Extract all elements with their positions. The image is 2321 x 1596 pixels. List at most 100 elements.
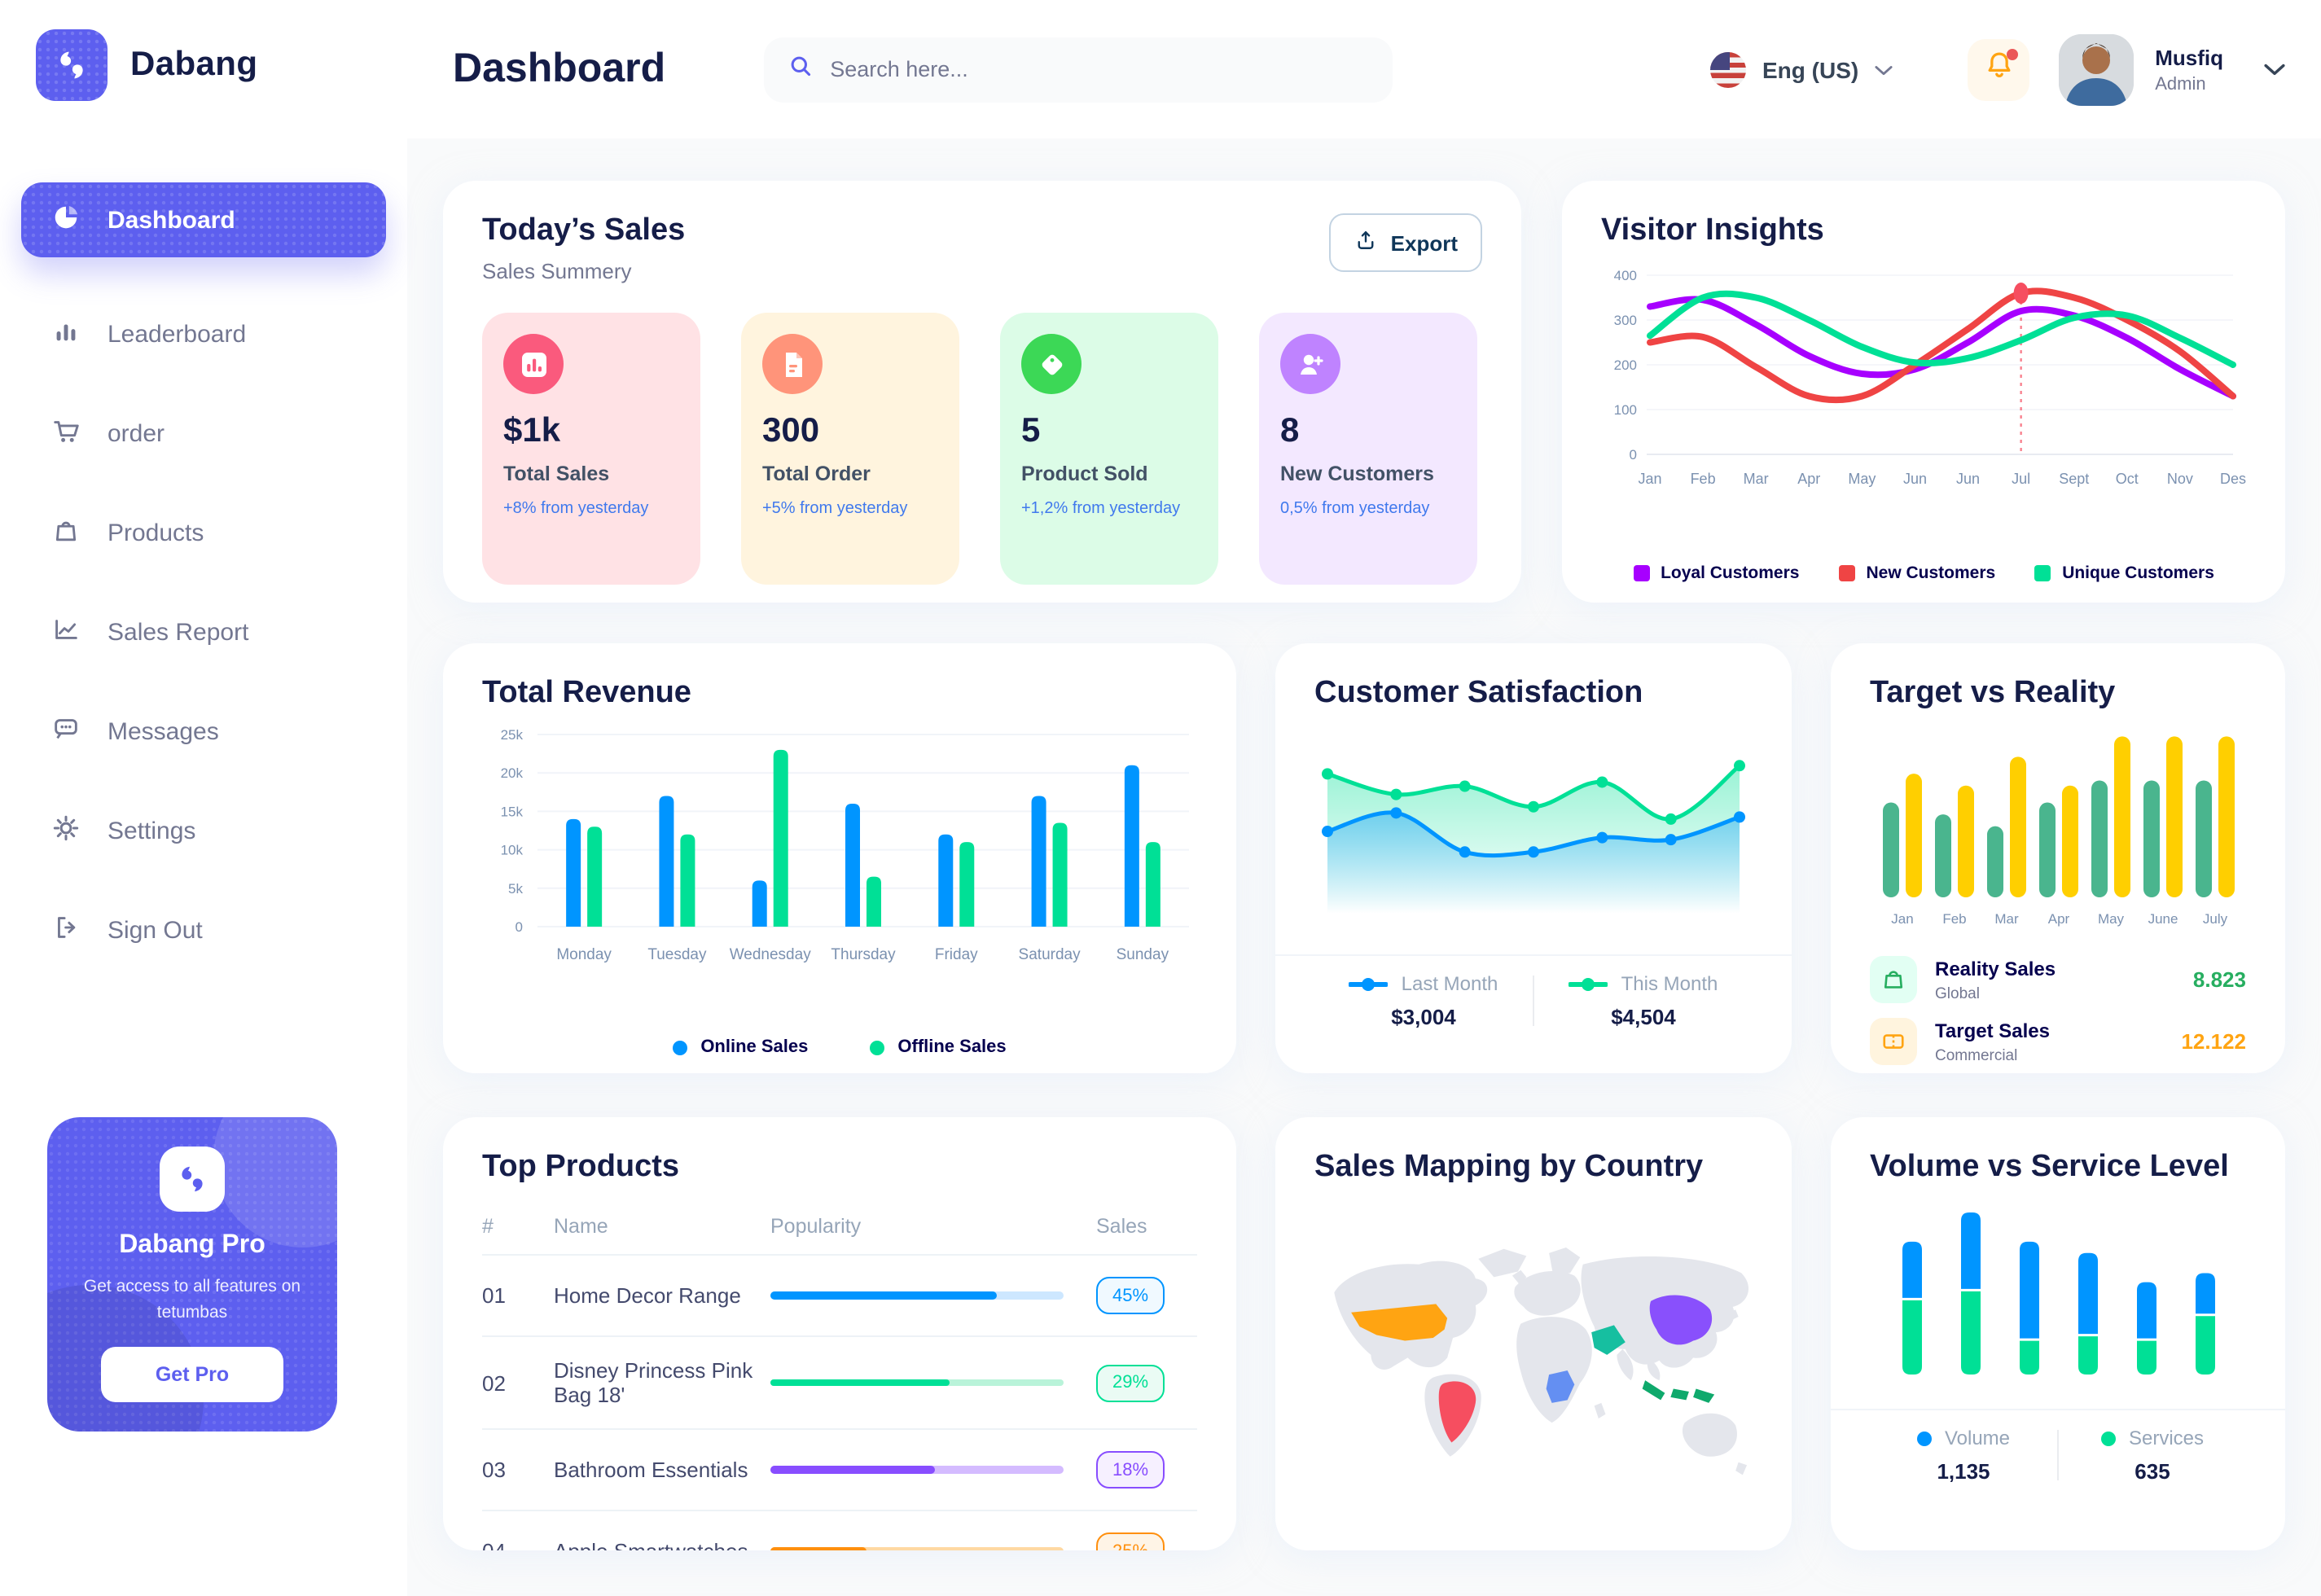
map-country-indonesia[interactable] [1693, 1388, 1715, 1403]
sales-map-title: Sales Mapping by Country [1314, 1150, 1704, 1184]
stat-label: Total Sales [503, 463, 610, 485]
svg-text:10k: 10k [501, 843, 524, 858]
table-row: 01 Home Decor Range 45% [482, 1255, 1197, 1337]
legend-item: Loyal Customers [1633, 563, 1799, 583]
brand-name: Dabang [130, 46, 258, 83]
table-row: 03 Bathroom Essentials 18% [482, 1429, 1197, 1511]
pie-chart-icon [50, 201, 81, 239]
legend-item: Volume 1,135 [1870, 1427, 2057, 1484]
svg-text:Apr: Apr [2048, 911, 2070, 927]
stat-value: $1k [503, 412, 561, 449]
get-pro-button[interactable]: Get Pro [101, 1347, 283, 1402]
customer-satisfaction-card: Customer Satisfaction Last Month $3,004 Th… [1275, 643, 1792, 1073]
chat-icon [50, 712, 81, 750]
sidebar-item-messages[interactable]: Messages [21, 699, 386, 764]
language-selector[interactable]: Eng (US) [1710, 51, 1893, 87]
product-index: 01 [482, 1255, 554, 1337]
us-flag-icon [1710, 51, 1746, 87]
column-header: Sales [1096, 1202, 1197, 1256]
product-index: 03 [482, 1429, 554, 1511]
bar-chart-icon [50, 315, 81, 353]
sidebar-item-leaderboard[interactable]: Leaderboard [21, 301, 386, 366]
export-label: Export [1390, 230, 1458, 255]
receipt-icon [762, 334, 823, 394]
total-revenue-card: Total Revenue 0 5k 10k 15k 20k 25k Monday Tuesd… [443, 643, 1236, 1073]
sales-map-card: Sales Mapping by Country [1275, 1117, 1792, 1550]
sidebar-item-dashboard[interactable]: Dashboard [21, 182, 386, 257]
sales-badge: 45% [1096, 1277, 1165, 1314]
map-country-dr-congo[interactable] [1546, 1370, 1575, 1403]
map-country-indonesia[interactable] [1642, 1380, 1665, 1401]
customer-satisfaction-legend: Last Month $3,004 This Month $4,504 [1314, 972, 1753, 1029]
svg-text:Wednesday: Wednesday [730, 946, 811, 963]
legend-item: Unique Customers [2034, 563, 2214, 583]
cart-icon [50, 414, 81, 452]
export-button[interactable]: Export [1328, 213, 1482, 272]
sidebar-item-settings[interactable]: Settings [21, 798, 386, 863]
svg-text:0: 0 [1630, 447, 1637, 463]
notifications-button[interactable] [1968, 38, 2030, 100]
visitor-insights-card: Visitor Insights 0 100 200 300 400 Jan Feb Mar A… [1562, 181, 2285, 603]
svg-text:Mar: Mar [1744, 471, 1769, 487]
svg-text:Jul: Jul [2012, 471, 2030, 487]
svg-text:5k: 5k [508, 881, 523, 897]
map-country-china[interactable] [1649, 1295, 1713, 1345]
world-map [1334, 1247, 1749, 1475]
search-input[interactable] [830, 57, 1370, 81]
target-vs-reality-chart: Jan Feb Mar Apr May June July [1883, 736, 2235, 927]
total-revenue-title: Total Revenue [482, 676, 691, 710]
sidebar-item-label: Settings [107, 817, 196, 844]
bag-icon [50, 514, 81, 551]
legend-item: Target Sales Commercial 12.122 [1870, 1018, 2246, 1065]
column-header: Popularity [770, 1202, 1096, 1256]
sales-badge: 18% [1096, 1451, 1165, 1489]
promo-description: Get access to all features on tetumbas [83, 1276, 301, 1322]
svg-text:May: May [2098, 911, 2125, 927]
legend-item: Reality Sales Global 8.823 [1870, 956, 2246, 1003]
sidebar-item-sales-report[interactable]: Sales Report [21, 599, 386, 664]
sidebar: Dabang Dashboard Leaderboard [0, 0, 407, 1596]
product-name: Disney Princess Pink Bag 18' [554, 1336, 770, 1430]
svg-text:Saturday: Saturday [1019, 946, 1082, 963]
svg-text:Des: Des [2220, 471, 2246, 487]
map-country-usa[interactable] [1351, 1304, 1448, 1341]
product-index: 02 [482, 1336, 554, 1430]
sales-badge: 29% [1096, 1364, 1165, 1401]
sidebar-item-products[interactable]: Products [21, 500, 386, 565]
dashboard-content: Today’s Sales Sales Summery Export [407, 138, 2321, 1596]
sidebar-item-label: Messages [107, 717, 219, 745]
legend-divider [1533, 976, 1534, 1026]
sidebar-item-label: Dashboard [107, 206, 235, 234]
svg-text:May: May [1848, 471, 1876, 487]
total-revenue-legend: Online Sales Offline Sales [443, 1037, 1236, 1057]
map-country-indonesia[interactable] [1670, 1388, 1689, 1401]
svg-text:Nov: Nov [2167, 471, 2193, 487]
chevron-down-icon [1875, 55, 1893, 84]
sidebar-item-order[interactable]: order [21, 401, 386, 466]
sidebar-item-label: order [107, 419, 165, 447]
user-plus-icon [1280, 334, 1340, 394]
product-index: 04 [482, 1510, 554, 1550]
map-country-saudi-arabia[interactable] [1591, 1325, 1626, 1355]
svg-text:Oct: Oct [2116, 471, 2139, 487]
map-scandinavia [1549, 1247, 1581, 1276]
sidebar-item-sign-out[interactable]: Sign Out [21, 897, 386, 962]
popularity-bar [770, 1379, 1064, 1387]
popularity-bar [770, 1547, 1064, 1550]
map-country-brazil[interactable] [1438, 1381, 1476, 1443]
svg-text:15k: 15k [501, 804, 524, 819]
sidebar-item-label: Products [107, 519, 204, 546]
target-vs-reality-legend: Reality Sales Global 8.823 Target Sales Comm… [1870, 956, 2246, 1065]
stat-delta: +8% from yesterday [503, 500, 649, 518]
popularity-bar [770, 1291, 1064, 1300]
bell-icon [1981, 48, 2016, 90]
svg-text:July: July [2203, 911, 2228, 927]
avatar [2059, 33, 2135, 105]
tag-icon [1021, 334, 1082, 394]
stat-total-sales: $1k Total Sales +8% from yesterday [482, 313, 700, 585]
gear-icon [50, 812, 81, 849]
export-icon [1354, 228, 1378, 257]
divider [1831, 1409, 2285, 1410]
map-greenland [1478, 1248, 1527, 1278]
user-menu[interactable]: Musfiq Admin [2059, 33, 2285, 105]
